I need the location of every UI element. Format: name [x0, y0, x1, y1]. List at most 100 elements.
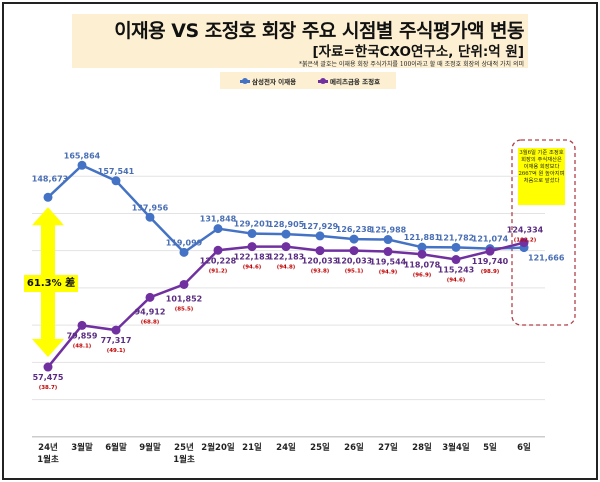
relative-value-label: (94.8) [277, 265, 296, 271]
relative-value-label: (96.9) [413, 272, 432, 278]
data-label: 79,859 [67, 331, 98, 340]
x-tick-label: 24년 [38, 442, 58, 453]
x-tick-label: 3월4일 [442, 442, 470, 453]
data-point [519, 238, 529, 248]
data-label: 148,673 [32, 174, 68, 183]
relative-value-label: (85.5) [175, 306, 194, 312]
x-tick-label: 1월초 [173, 454, 195, 465]
data-label: 121,666 [528, 254, 565, 263]
relative-value-label: (49.1) [107, 348, 126, 354]
data-label: 94,912 [135, 307, 166, 316]
chart-source: [자료=한국CXO연구소, 단위:억 원] [312, 44, 524, 60]
data-point [383, 235, 393, 245]
x-tick-label: 28일 [412, 442, 432, 453]
x-tick-label: 24일 [276, 442, 296, 453]
x-tick-label: 6일 [517, 442, 531, 453]
data-label: 122,183 [268, 253, 304, 262]
data-point [77, 160, 87, 170]
data-point [247, 242, 257, 252]
legend: 삼성전자 이재용 메리츠금융 조정호 [220, 72, 396, 89]
data-label: 77,317 [101, 336, 132, 345]
relative-value-label: (48.1) [73, 343, 92, 349]
data-point [43, 192, 53, 202]
data-point [417, 249, 427, 259]
data-point [315, 231, 325, 241]
chart-note: *붉은색 괄호는 이재용 회장 주식가치를 100이라고 할 때 조정호 회장의… [298, 61, 524, 68]
x-tick-label: 21일 [242, 442, 262, 453]
chart-title: 이재용 VS 조정호 회장 주요 시점별 주식평가액 변동 [114, 20, 524, 42]
data-point [417, 242, 427, 252]
data-label: 126,238 [336, 225, 373, 234]
highlight-box [511, 139, 576, 326]
data-point [77, 320, 87, 330]
data-label: 121,074 [472, 235, 509, 244]
x-tick-label: 27일 [378, 442, 398, 453]
data-label: 101,852 [166, 294, 202, 303]
data-label: 157,541 [98, 167, 135, 176]
relative-value-label: (102.2) [514, 238, 537, 244]
data-point [451, 242, 461, 252]
data-label: 121,881 [404, 233, 441, 242]
data-label: 124,334 [507, 226, 544, 235]
x-tick-label: 25일 [310, 442, 330, 453]
data-label: 125,988 [370, 226, 407, 235]
x-tick-label: 2월20일 [201, 442, 235, 453]
relative-value-label: (68.8) [141, 319, 160, 325]
relative-value-label: (93.8) [311, 269, 330, 275]
data-label: 120,033 [336, 257, 372, 266]
relative-value-label: (38.7) [39, 385, 58, 391]
data-point [179, 247, 189, 257]
callout-note: 3월6일 기준 조정호 회장의 주식재산은 이재용 회장보다 2667억 원 높… [518, 148, 565, 205]
data-label: 122,183 [234, 253, 270, 262]
data-label: 121,782 [438, 233, 474, 242]
data-point [111, 176, 121, 186]
x-tick-label: 9월말 [139, 442, 161, 453]
data-label: 131,848 [200, 215, 237, 224]
legend-marker-icon [240, 77, 250, 84]
legend-item-cho: 메리츠금융 조정호 [318, 76, 380, 86]
data-point [213, 245, 223, 255]
legend-label: 메리츠금융 조정호 [330, 78, 381, 86]
data-point [111, 325, 121, 335]
data-point [145, 212, 155, 222]
title-banner: 이재용 VS 조정호 회장 주요 시점별 주식평가액 변동 [자료=한국CXO연… [72, 14, 528, 68]
legend-label: 삼성전자 이재용 [252, 78, 297, 86]
data-label: 119,544 [370, 258, 407, 267]
relative-value-label: (94.6) [243, 265, 262, 271]
data-point [281, 229, 291, 239]
data-point [247, 229, 257, 239]
data-label: 129,201 [234, 220, 271, 229]
relative-value-label: (91.2) [209, 268, 228, 274]
data-label: 128,905 [268, 220, 305, 229]
data-point [145, 292, 155, 302]
data-point [315, 246, 325, 256]
relative-value-label: (94.9) [379, 270, 398, 276]
relative-value-label: (94.6) [447, 278, 466, 284]
data-point [349, 246, 359, 256]
x-tick-label: 26일 [344, 442, 364, 453]
data-label: 119,099 [166, 238, 203, 247]
legend-marker-icon [318, 77, 328, 84]
data-point [43, 362, 53, 372]
x-tick-label: 3월말 [71, 442, 93, 453]
relative-value-label: (95.1) [345, 269, 364, 275]
x-tick-label: 1월초 [37, 454, 59, 465]
data-label: 115,243 [438, 266, 474, 275]
data-point [281, 242, 291, 252]
data-point [383, 247, 393, 257]
data-point [485, 246, 495, 256]
legend-item-lee: 삼성전자 이재용 [240, 76, 296, 86]
relative-value-label: (98.9) [481, 269, 500, 275]
x-tick-label: 25년 [174, 442, 194, 453]
data-point [179, 279, 189, 289]
gap-label: 61.3% 差 [24, 275, 78, 292]
data-label: 137,956 [132, 203, 169, 212]
x-tick-label: 6월말 [105, 442, 127, 453]
data-label: 120,228 [200, 256, 237, 265]
data-label: 119,740 [472, 257, 509, 266]
data-point [213, 224, 223, 234]
data-label: 57,475 [33, 373, 64, 382]
